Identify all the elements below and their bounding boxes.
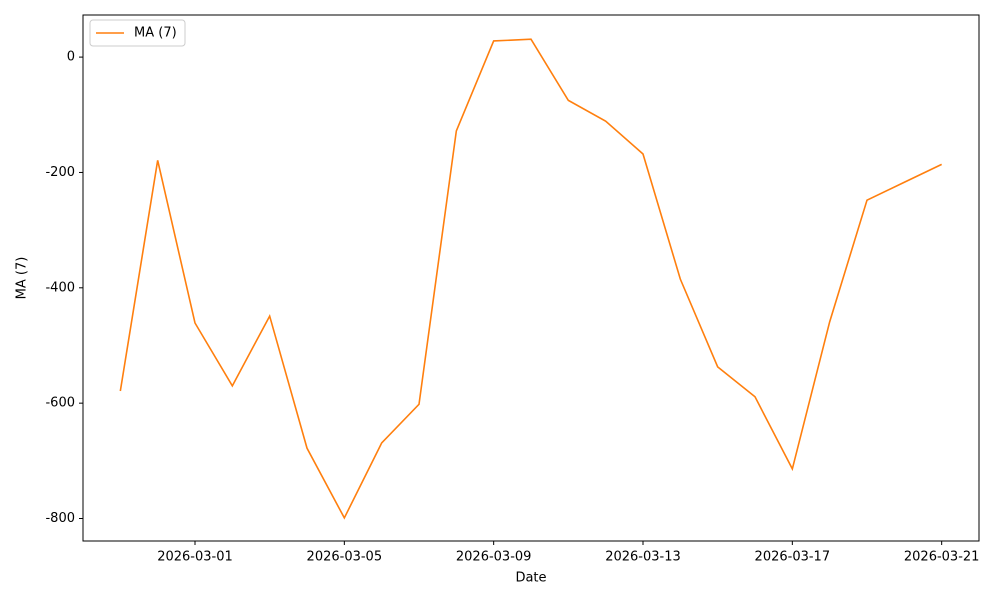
legend: MA (7) xyxy=(89,19,186,47)
x-tick-label: 2026-03-09 xyxy=(456,550,532,565)
x-axis-label: Date xyxy=(515,571,546,586)
y-tick-label: -800 xyxy=(45,511,75,526)
y-tick-label: 0 xyxy=(67,50,75,65)
y-axis-label: MA (7) xyxy=(15,257,30,300)
y-tick-label: -400 xyxy=(45,280,75,295)
x-tick-label: 2026-03-01 xyxy=(157,550,233,565)
x-tick-label: 2026-03-21 xyxy=(904,550,980,565)
legend-label: MA (7) xyxy=(134,26,177,41)
y-tick-label: -200 xyxy=(45,165,75,180)
x-tick-label: 2026-03-17 xyxy=(755,550,831,565)
data-line xyxy=(119,38,943,520)
x-tick-label: 2026-03-05 xyxy=(307,550,383,565)
y-tick-label: -600 xyxy=(45,396,75,411)
plot-frame xyxy=(82,14,980,542)
x-tick-label: 2026-03-13 xyxy=(605,550,681,565)
legend-box xyxy=(89,19,186,47)
